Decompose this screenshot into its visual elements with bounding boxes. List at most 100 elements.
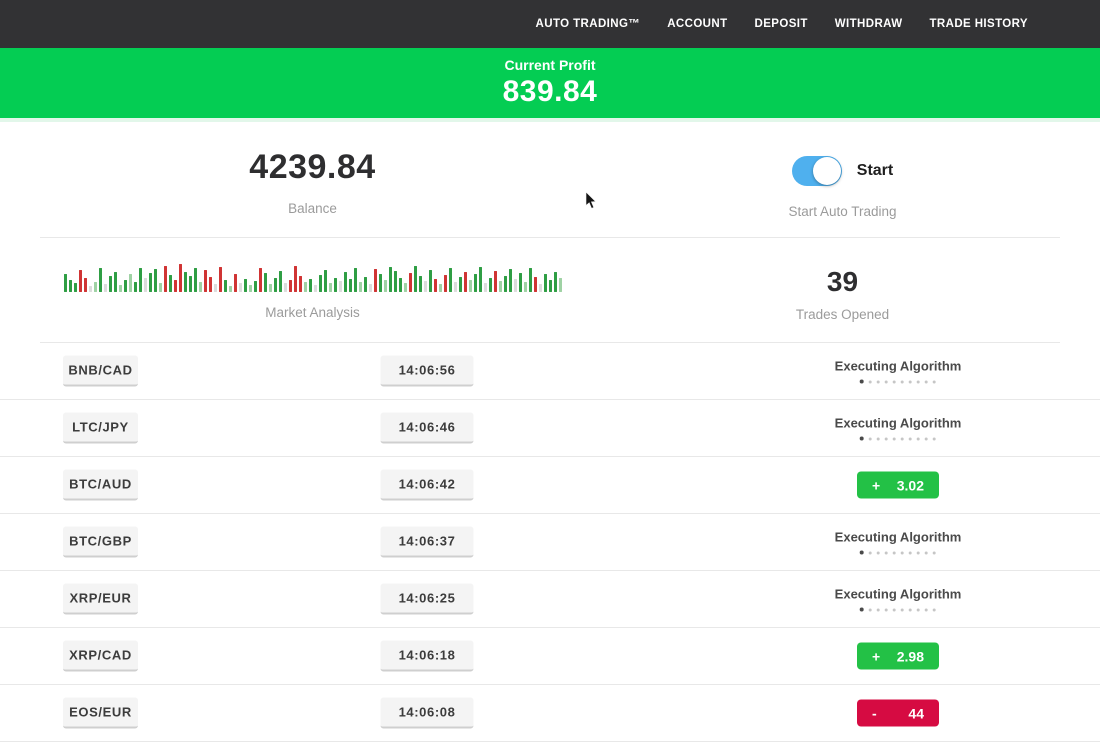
market-bar [423, 281, 427, 292]
market-bar [448, 268, 452, 292]
market-bar [313, 285, 317, 292]
market-bar [173, 280, 177, 292]
market-bar [83, 278, 87, 292]
progress-dot [924, 608, 928, 611]
progress-dot [859, 550, 864, 555]
progress-dot [908, 380, 912, 383]
market-bar [78, 270, 82, 292]
market-bar [418, 276, 422, 292]
current-profit-label: Current Profit [504, 57, 596, 73]
start-toggle[interactable] [791, 156, 842, 186]
market-bar [293, 266, 297, 292]
trade-pair-pill: BTC/GBP [63, 526, 138, 558]
trade-pair-pill: XRP/CAD [63, 640, 138, 672]
market-section: Market Analysis 39 Trades Opened [0, 238, 1100, 342]
market-bar [128, 274, 132, 292]
market-bar [528, 268, 532, 292]
progress-dot [892, 551, 896, 554]
trades-opened-value: 39 [826, 266, 859, 297]
balance-label: Balance [288, 201, 337, 216]
progress-dots [859, 550, 936, 555]
market-bar [363, 277, 367, 292]
loss-badge: - 44 [857, 699, 939, 727]
market-bar [553, 272, 557, 292]
market-bar [283, 283, 287, 292]
market-bar [113, 272, 117, 292]
balance-value: 4239.84 [249, 148, 376, 186]
market-bar [273, 278, 277, 292]
nav-item-auto-trading[interactable]: AUTO TRADING™ [535, 18, 641, 30]
market-bar [93, 282, 97, 292]
start-toggle-label: Start [856, 162, 894, 179]
market-bar [103, 284, 107, 292]
executing-algorithm-label: Executing Algorithm [834, 358, 962, 374]
progress-dot [900, 608, 904, 611]
nav-item-deposit[interactable]: DEPOSIT [754, 18, 808, 30]
market-bar [223, 280, 227, 292]
market-bar [458, 277, 462, 292]
progress-dot [892, 608, 896, 611]
trades-opened-block: 39 Trades Opened [625, 262, 1060, 342]
market-bar [153, 269, 157, 292]
market-bar [303, 282, 307, 292]
market-bar [278, 271, 282, 292]
market-bar [498, 281, 502, 292]
trade-row: BNB/CAD 14:06:56 Executing Algorithm [0, 343, 1100, 400]
market-bar [393, 271, 397, 292]
section-divider [40, 237, 1060, 238]
market-bar [218, 267, 222, 292]
progress-dot [908, 551, 912, 554]
market-bar [358, 282, 362, 292]
progress-dots [859, 436, 936, 441]
market-analysis-label: Market Analysis [265, 305, 360, 320]
progress-dot [900, 380, 904, 383]
progress-dot [932, 551, 936, 554]
trade-status: +3.02 [857, 471, 939, 499]
market-bar [253, 281, 257, 292]
progress-dot [868, 608, 872, 611]
trade-time-pill: 14:06:25 [380, 583, 474, 615]
nav-item-account[interactable]: ACCOUNT [667, 18, 728, 30]
market-bar [118, 285, 122, 292]
progress-dot [884, 380, 888, 383]
executing-algorithm-label: Executing Algorithm [834, 529, 962, 545]
market-bar [238, 283, 242, 292]
mouse-cursor-icon [585, 192, 597, 209]
market-bar [438, 284, 442, 292]
progress-dots [859, 607, 936, 612]
badge-amount: 44 [908, 705, 924, 721]
market-bar [163, 266, 167, 292]
market-bar [308, 279, 312, 292]
executing-algorithm-label: Executing Algorithm [834, 586, 962, 602]
market-bar [233, 274, 237, 292]
market-bar [228, 286, 232, 292]
nav-item-trade-history[interactable]: TRADE HISTORY [929, 18, 1028, 30]
progress-dot [932, 608, 936, 611]
market-bar [168, 275, 172, 292]
market-analysis-bars [63, 262, 562, 292]
market-bar [463, 272, 467, 292]
trade-time-pill: 14:06:08 [380, 697, 474, 729]
progress-dot [924, 437, 928, 440]
market-bar [143, 278, 147, 292]
nav-item-withdraw[interactable]: WITHDRAW [834, 18, 903, 30]
trade-pair-pill: BNB/CAD [63, 355, 138, 387]
progress-dot [932, 437, 936, 440]
profit-badge: +2.98 [857, 642, 939, 670]
progress-dot [900, 551, 904, 554]
trade-row: BTC/GBP 14:06:37 Executing Algorithm [0, 514, 1100, 571]
market-bar [183, 272, 187, 292]
market-bar [518, 273, 522, 292]
market-bar [523, 282, 527, 292]
market-analysis-block: Market Analysis [0, 262, 625, 342]
market-bar [478, 267, 482, 292]
market-bar [558, 278, 562, 292]
progress-dot [924, 380, 928, 383]
progress-dot [868, 437, 872, 440]
market-bar [208, 277, 212, 292]
trade-time-pill: 14:06:37 [380, 526, 474, 558]
progress-dot [892, 437, 896, 440]
trade-row: LTC/JPY 14:06:46 Executing Algorithm [0, 400, 1100, 457]
trade-pair-pill: BTC/AUD [63, 469, 138, 501]
current-profit-banner: Current Profit 839.84 [0, 48, 1100, 118]
